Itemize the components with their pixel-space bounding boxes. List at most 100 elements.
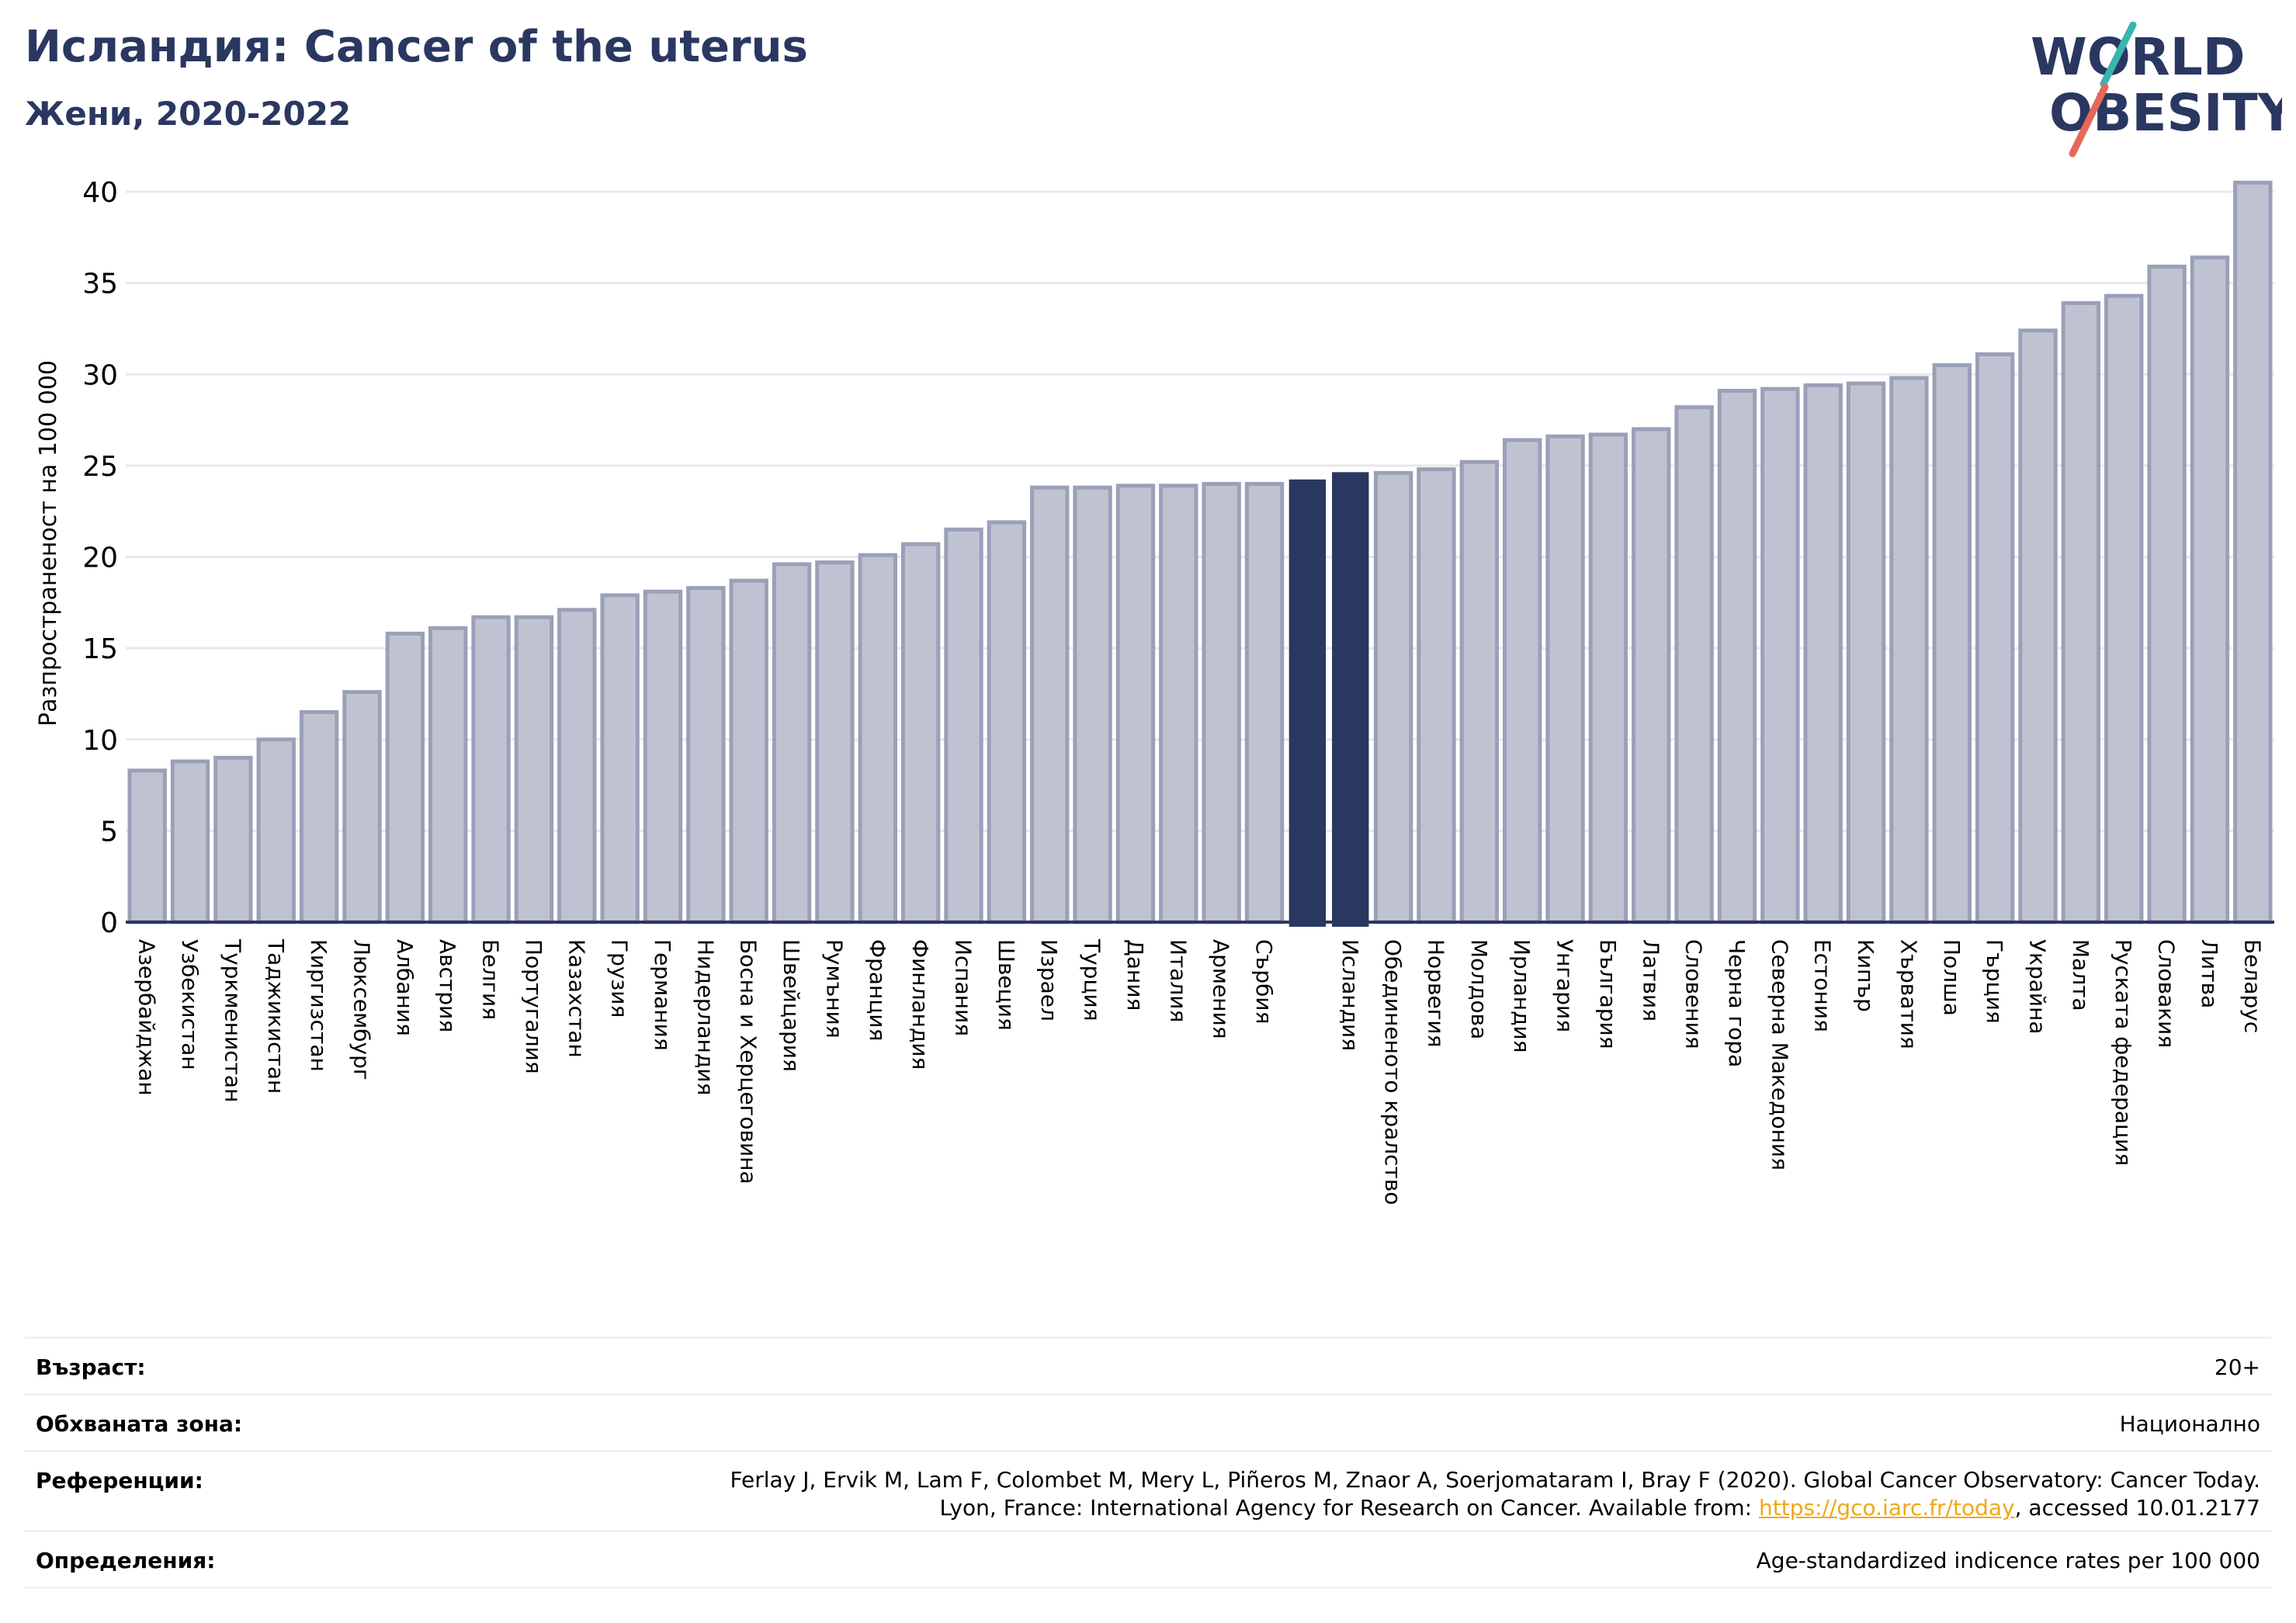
- bar: [127, 768, 167, 924]
- y-tick-label: 25: [82, 451, 118, 483]
- bar: [1846, 381, 1886, 924]
- x-tick-label: Черна гора: [1724, 939, 1750, 1067]
- x-tick-label: Украйна: [2025, 939, 2051, 1035]
- bar: [1717, 388, 1757, 924]
- x-tick-label: Италия: [1165, 939, 1191, 1022]
- x-tick-label: Азербайджан: [134, 939, 160, 1096]
- x-tick-label: Узбекистан: [177, 939, 203, 1070]
- x-tick-label: България: [1595, 939, 1621, 1049]
- bar: [944, 527, 983, 924]
- x-tick-label: Литва: [2197, 939, 2222, 1008]
- references-link[interactable]: https://gco.iarc.fr/today: [1759, 1495, 2015, 1521]
- info-row-age: Възраст: 20+: [25, 1337, 2271, 1393]
- y-tick-label: 15: [82, 633, 118, 665]
- area-value: Национално: [2119, 1411, 2260, 1437]
- x-tick-label: Португалия: [521, 939, 546, 1074]
- x-tick-label: Обединеното кралство: [1380, 939, 1406, 1205]
- area-label: Обхваната зона:: [36, 1411, 243, 1437]
- bar: [1975, 352, 2015, 924]
- bar: [1202, 481, 1241, 924]
- bar: [1932, 363, 1972, 924]
- bar: [471, 615, 511, 924]
- bar-chart: 0 5 10 15 20 25 30 35 40 Разпространеност на 100…: [35, 177, 2274, 1205]
- x-tick-label: Сърбия: [1251, 939, 1277, 1024]
- bar: [2233, 180, 2273, 924]
- bar: [299, 709, 339, 924]
- bar: [1588, 432, 1628, 924]
- bar: [1545, 434, 1585, 924]
- bar: [342, 690, 382, 924]
- bar: [1459, 460, 1500, 924]
- y-axis-ticks: 0 5 10 15 20 25 30 35 40: [82, 177, 118, 939]
- bar: [1632, 427, 1671, 924]
- logo-text-obesity: OBESITY: [2049, 83, 2282, 143]
- references-value: Ferlay J, Ervik M, Lam F, Colombet M, Me…: [730, 1466, 2260, 1522]
- bar: [514, 615, 554, 924]
- references-label: Референции:: [36, 1468, 203, 1493]
- x-tick-label: Словакия: [2154, 939, 2180, 1048]
- bar: [815, 560, 855, 924]
- x-tick-label: Латвия: [1638, 939, 1663, 1021]
- bar: [643, 589, 683, 924]
- info-row-area: Обхваната зона: Национално: [25, 1393, 2271, 1450]
- x-tick-label: Финландия: [907, 939, 933, 1070]
- bar: [1417, 467, 1456, 924]
- bar: [170, 759, 210, 924]
- references-accessed: , accessed 10.01.2177: [2014, 1495, 2260, 1521]
- bar: [686, 586, 726, 924]
- info-row-definitions: Определения: Age-standardized indicence …: [25, 1530, 2271, 1589]
- bar: [1332, 472, 1369, 927]
- chart-subtitle: Жени, 2020-2022: [25, 95, 352, 133]
- logo-slash-teal: [2100, 22, 2137, 88]
- definitions-label: Определения:: [36, 1548, 216, 1573]
- bar: [1073, 485, 1112, 924]
- x-tick-label: Дания: [1122, 939, 1148, 1011]
- bar: [2190, 255, 2230, 924]
- x-tick-label: Швеция: [994, 939, 1019, 1031]
- bar: [385, 631, 425, 924]
- x-tick-label: Израел: [1036, 939, 1062, 1021]
- x-tick-label: Естония: [1810, 939, 1836, 1032]
- x-tick-label: Германия: [650, 939, 675, 1051]
- bar: [1373, 470, 1413, 924]
- x-tick-label: Албания: [392, 939, 418, 1036]
- bar: [1030, 485, 1070, 924]
- x-tick-label: Гърция: [1982, 939, 2007, 1024]
- x-tick-label: Северна Македония: [1767, 939, 1792, 1170]
- x-tick-label: Армения: [1209, 939, 1234, 1039]
- y-axis-label: Разпространеност на 100 000: [35, 360, 62, 727]
- bar: [557, 608, 597, 924]
- x-tick-label: Румъния: [821, 939, 847, 1039]
- x-tick-label: Босна и Херцеговина: [736, 939, 761, 1184]
- bar: [1889, 376, 1929, 924]
- y-tick-label: 10: [82, 725, 118, 757]
- x-tick-label: Франция: [865, 939, 890, 1041]
- y-tick-label: 20: [82, 543, 118, 574]
- x-tick-label: Молдова: [1466, 939, 1492, 1039]
- y-tick-label: 30: [82, 359, 118, 391]
- x-tick-label: Киргизстан: [306, 939, 331, 1072]
- x-tick-label: Австрия: [435, 939, 460, 1032]
- bar: [2061, 301, 2101, 924]
- x-tick-label: Таджикистан: [263, 938, 289, 1094]
- x-tick-label: Грузия: [607, 939, 633, 1018]
- bar: [729, 578, 768, 924]
- bar: [1288, 479, 1327, 927]
- chart-title: Исландия: Cancer of the uterus: [25, 22, 808, 72]
- world-obesity-logo: WORLD OBESITY: [2031, 22, 2282, 158]
- bars: [127, 180, 2273, 927]
- x-tick-label: Хърватия: [1895, 939, 1921, 1049]
- bar: [1803, 383, 1843, 924]
- x-tick-label: Малта: [2068, 939, 2093, 1011]
- references-line-2-text: Lyon, France: International Agency for R…: [939, 1495, 1759, 1521]
- x-tick-label: Казахстан: [564, 939, 589, 1058]
- x-tick-label: Турция: [1080, 938, 1105, 1021]
- x-tick-label: Унгария: [1552, 939, 1578, 1032]
- bar: [1244, 481, 1285, 924]
- x-tick-label: Испания: [951, 939, 976, 1036]
- x-tick-label: Белгия: [478, 939, 504, 1020]
- x-tick-label: Словения: [1681, 939, 1707, 1049]
- x-tick-label: Нидерландия: [692, 939, 718, 1095]
- x-tick-label: Ирландия: [1509, 939, 1535, 1053]
- x-tick-label: Туркменистан: [220, 938, 245, 1102]
